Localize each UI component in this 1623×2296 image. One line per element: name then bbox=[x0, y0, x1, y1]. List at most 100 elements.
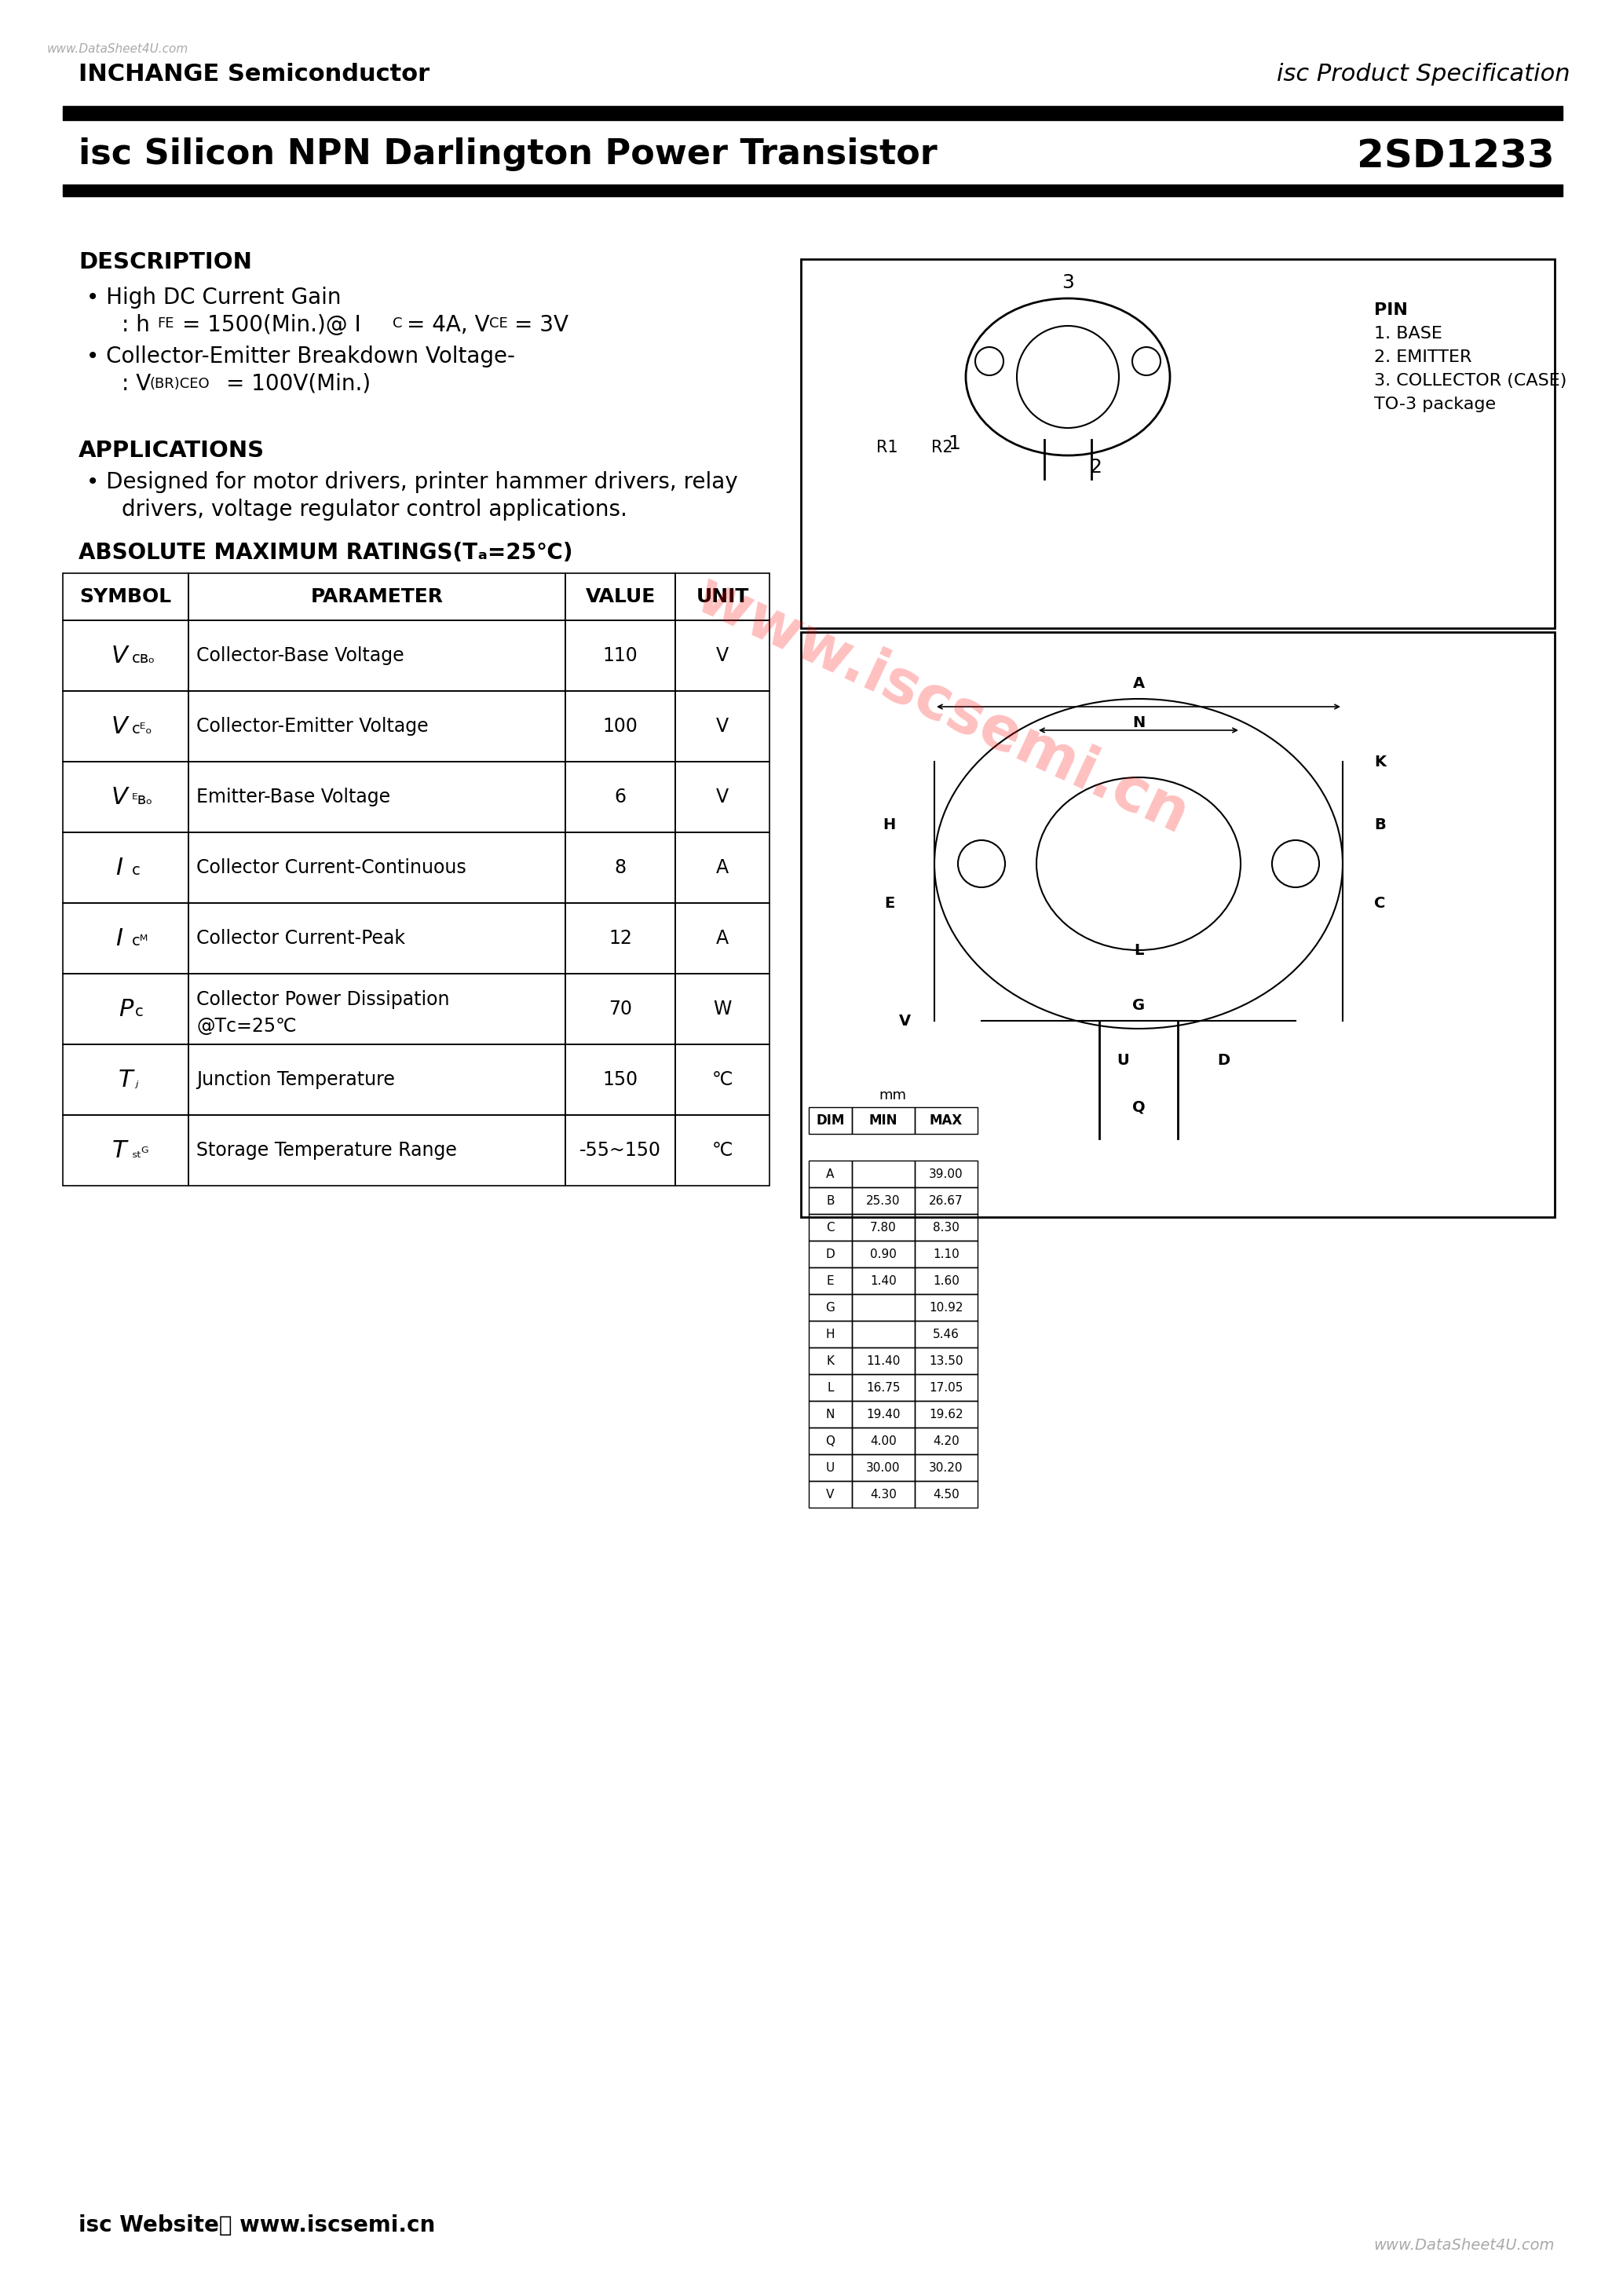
Text: CE: CE bbox=[489, 317, 508, 331]
Bar bbox=[915, 1295, 977, 1320]
Text: K: K bbox=[826, 1355, 834, 1366]
Text: Junction Temperature: Junction Temperature bbox=[196, 1070, 394, 1088]
Bar bbox=[565, 691, 675, 762]
Text: 13.50: 13.50 bbox=[928, 1355, 962, 1366]
Bar bbox=[852, 1401, 915, 1428]
Bar bbox=[675, 691, 769, 762]
Bar bbox=[63, 762, 188, 833]
Text: 4.00: 4.00 bbox=[870, 1435, 896, 1446]
Bar bbox=[188, 691, 565, 762]
Text: : h: : h bbox=[122, 315, 149, 335]
Text: VALUE: VALUE bbox=[586, 588, 656, 606]
Bar bbox=[565, 762, 675, 833]
Text: 100: 100 bbox=[602, 716, 638, 735]
Bar bbox=[188, 1116, 565, 1185]
Bar bbox=[915, 1481, 977, 1508]
Bar bbox=[915, 1187, 977, 1215]
Bar bbox=[852, 1267, 915, 1295]
Text: ᴄᴱₒ: ᴄᴱₒ bbox=[131, 721, 153, 737]
Text: = 100V(Min.): = 100V(Min.) bbox=[226, 372, 370, 395]
Text: 4.30: 4.30 bbox=[870, 1488, 896, 1499]
Text: drivers, voltage regulator control applications.: drivers, voltage regulator control appli… bbox=[122, 498, 626, 521]
Bar bbox=[915, 1428, 977, 1453]
Text: 1: 1 bbox=[948, 434, 961, 452]
Text: @Tᴄ=25℃: @Tᴄ=25℃ bbox=[196, 1017, 297, 1035]
Text: I: I bbox=[115, 928, 123, 951]
Text: B: B bbox=[826, 1194, 834, 1205]
Text: 11.40: 11.40 bbox=[867, 1355, 901, 1366]
Bar bbox=[915, 1267, 977, 1295]
Text: H: H bbox=[883, 817, 896, 831]
Text: MAX: MAX bbox=[930, 1114, 962, 1127]
Text: Collector Power Dissipation: Collector Power Dissipation bbox=[196, 990, 450, 1008]
Text: isc Silicon NPN Darlington Power Transistor: isc Silicon NPN Darlington Power Transis… bbox=[78, 138, 938, 172]
Text: 6: 6 bbox=[615, 788, 626, 806]
Text: DIM: DIM bbox=[816, 1114, 844, 1127]
Text: 5.46: 5.46 bbox=[933, 1327, 959, 1341]
Bar bbox=[852, 1107, 915, 1134]
Bar bbox=[852, 1295, 915, 1320]
Text: MIN: MIN bbox=[868, 1114, 898, 1127]
Bar bbox=[565, 1116, 675, 1185]
Bar bbox=[188, 1045, 565, 1116]
Bar bbox=[808, 1481, 852, 1508]
Text: 17.05: 17.05 bbox=[928, 1382, 962, 1394]
Bar bbox=[675, 574, 769, 620]
Text: PIN: PIN bbox=[1375, 303, 1407, 319]
Text: N: N bbox=[826, 1407, 834, 1421]
Text: A: A bbox=[1133, 675, 1144, 691]
Text: 1.10: 1.10 bbox=[933, 1249, 959, 1261]
Text: V: V bbox=[899, 1013, 911, 1029]
Bar bbox=[565, 902, 675, 974]
Bar bbox=[808, 1107, 852, 1134]
Text: 1. BASE: 1. BASE bbox=[1375, 326, 1443, 342]
Text: V: V bbox=[110, 645, 128, 668]
Bar bbox=[188, 833, 565, 902]
Text: = 4A, V: = 4A, V bbox=[407, 315, 490, 335]
Text: V: V bbox=[716, 716, 729, 735]
Bar bbox=[675, 1116, 769, 1185]
Text: 30.00: 30.00 bbox=[867, 1463, 901, 1474]
Text: isc Product Specification: isc Product Specification bbox=[1277, 62, 1571, 85]
Bar bbox=[915, 1159, 977, 1187]
Bar bbox=[852, 1428, 915, 1453]
Text: www.iscsemi.cn: www.iscsemi.cn bbox=[687, 567, 1198, 847]
Text: P: P bbox=[118, 999, 133, 1019]
Bar bbox=[800, 631, 1555, 1217]
Text: Q: Q bbox=[1131, 1100, 1146, 1114]
Bar bbox=[808, 1320, 852, 1348]
Bar bbox=[565, 620, 675, 691]
Text: PARAMETER: PARAMETER bbox=[310, 588, 443, 606]
Text: V: V bbox=[716, 788, 729, 806]
Text: = 1500(Min.)@ I: = 1500(Min.)@ I bbox=[182, 315, 360, 335]
Bar bbox=[852, 1159, 915, 1187]
Bar bbox=[675, 902, 769, 974]
Text: I: I bbox=[115, 856, 123, 879]
Text: W: W bbox=[712, 999, 732, 1019]
Bar bbox=[852, 1481, 915, 1508]
Bar bbox=[188, 974, 565, 1045]
Text: V: V bbox=[110, 785, 128, 808]
Bar bbox=[915, 1453, 977, 1481]
Text: G: G bbox=[826, 1302, 834, 1313]
Bar bbox=[808, 1453, 852, 1481]
Text: 3. COLLECTOR (CASE): 3. COLLECTOR (CASE) bbox=[1375, 372, 1566, 388]
Bar bbox=[675, 833, 769, 902]
Text: V: V bbox=[110, 714, 128, 737]
Text: Q: Q bbox=[826, 1435, 836, 1446]
Bar bbox=[675, 762, 769, 833]
Text: H: H bbox=[826, 1327, 834, 1341]
Bar bbox=[915, 1401, 977, 1428]
Bar bbox=[565, 974, 675, 1045]
Text: www.DataSheet4U.com: www.DataSheet4U.com bbox=[47, 44, 188, 55]
Text: ᴄ: ᴄ bbox=[131, 863, 140, 879]
Text: Collector Current-Continuous: Collector Current-Continuous bbox=[196, 859, 466, 877]
Text: Collector Current-Peak: Collector Current-Peak bbox=[196, 930, 406, 948]
Text: T: T bbox=[112, 1139, 127, 1162]
Bar bbox=[852, 1187, 915, 1215]
Text: SYMBOL: SYMBOL bbox=[80, 588, 172, 606]
Text: DESCRIPTION: DESCRIPTION bbox=[78, 250, 252, 273]
Text: 7.80: 7.80 bbox=[870, 1221, 896, 1233]
Bar bbox=[852, 1240, 915, 1267]
Text: ᴱʙₒ: ᴱʙₒ bbox=[131, 792, 153, 808]
